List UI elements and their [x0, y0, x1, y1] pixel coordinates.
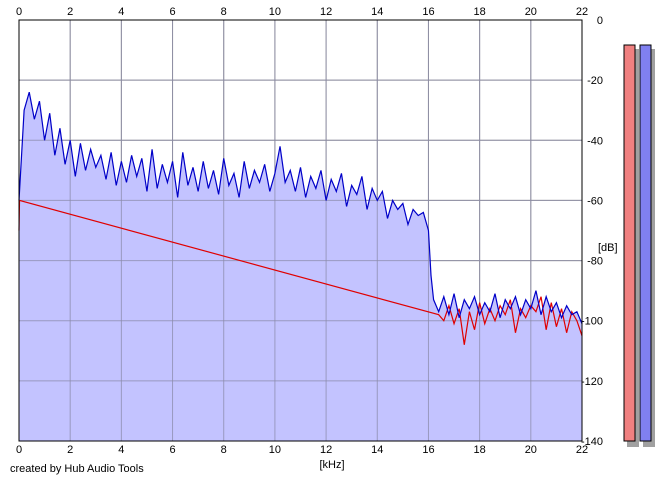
y-tick-label: 0 — [597, 15, 603, 27]
y-tick-label: -120 — [581, 376, 603, 388]
x-tick-labels-bottom: 0 2 4 6 8 10 12 14 16 18 20 22 — [16, 444, 588, 456]
x-tick-label: 8 — [221, 6, 227, 18]
level-meters — [623, 44, 655, 447]
series-lines — [18, 92, 583, 345]
x-tick-label: 20 — [525, 444, 537, 456]
meter-left — [623, 44, 636, 442]
x-tick-label: 6 — [169, 6, 175, 18]
x-tick-label: 2 — [67, 6, 73, 18]
y-tick-label: -40 — [587, 135, 603, 147]
plot-frame — [18, 19, 583, 442]
x-tick-label: 18 — [474, 444, 486, 456]
x-tick-label: 6 — [169, 444, 175, 456]
x-tick-label: 18 — [474, 6, 486, 18]
meter-right — [639, 44, 652, 442]
series-line — [18, 199, 583, 345]
x-tick-label: 0 — [16, 6, 22, 18]
spectrum-fill-area — [19, 92, 582, 442]
x-tick-labels-top: 0 2 4 6 8 10 12 14 16 18 20 22 — [16, 6, 588, 18]
y-tick-label: -80 — [587, 256, 603, 268]
x-tick-label: 4 — [118, 444, 124, 456]
x-tick-label: 16 — [422, 444, 434, 456]
y-tick-label: -100 — [581, 316, 603, 328]
x-tick-label: 12 — [320, 6, 332, 18]
y-tick-label: -20 — [587, 75, 603, 87]
credit-text: created by Hub Audio Tools — [10, 463, 144, 475]
x-tick-label: 12 — [320, 444, 332, 456]
x-tick-label: 14 — [371, 6, 383, 18]
x-tick-label: 22 — [576, 6, 588, 18]
x-tick-label: 14 — [371, 444, 383, 456]
y-tick-label: -140 — [581, 436, 603, 448]
x-tick-label: 10 — [269, 6, 281, 18]
x-tick-label: 22 — [576, 444, 588, 456]
x-tick-label: 8 — [221, 444, 227, 456]
y-axis-label: [dB] — [598, 242, 618, 254]
series-line — [18, 92, 583, 324]
x-tick-label: 0 — [16, 444, 22, 456]
y-tick-labels: 0 -20 -40 -60 -80 -100 -120 -140 — [581, 15, 603, 448]
y-tick-label: -60 — [587, 195, 603, 207]
x-tick-label: 10 — [269, 444, 281, 456]
x-axis-label: [kHz] — [319, 459, 344, 471]
x-tick-label: 20 — [525, 6, 537, 18]
x-tick-label: 4 — [118, 6, 124, 18]
x-tick-label: 2 — [67, 444, 73, 456]
x-tick-label: 16 — [422, 6, 434, 18]
